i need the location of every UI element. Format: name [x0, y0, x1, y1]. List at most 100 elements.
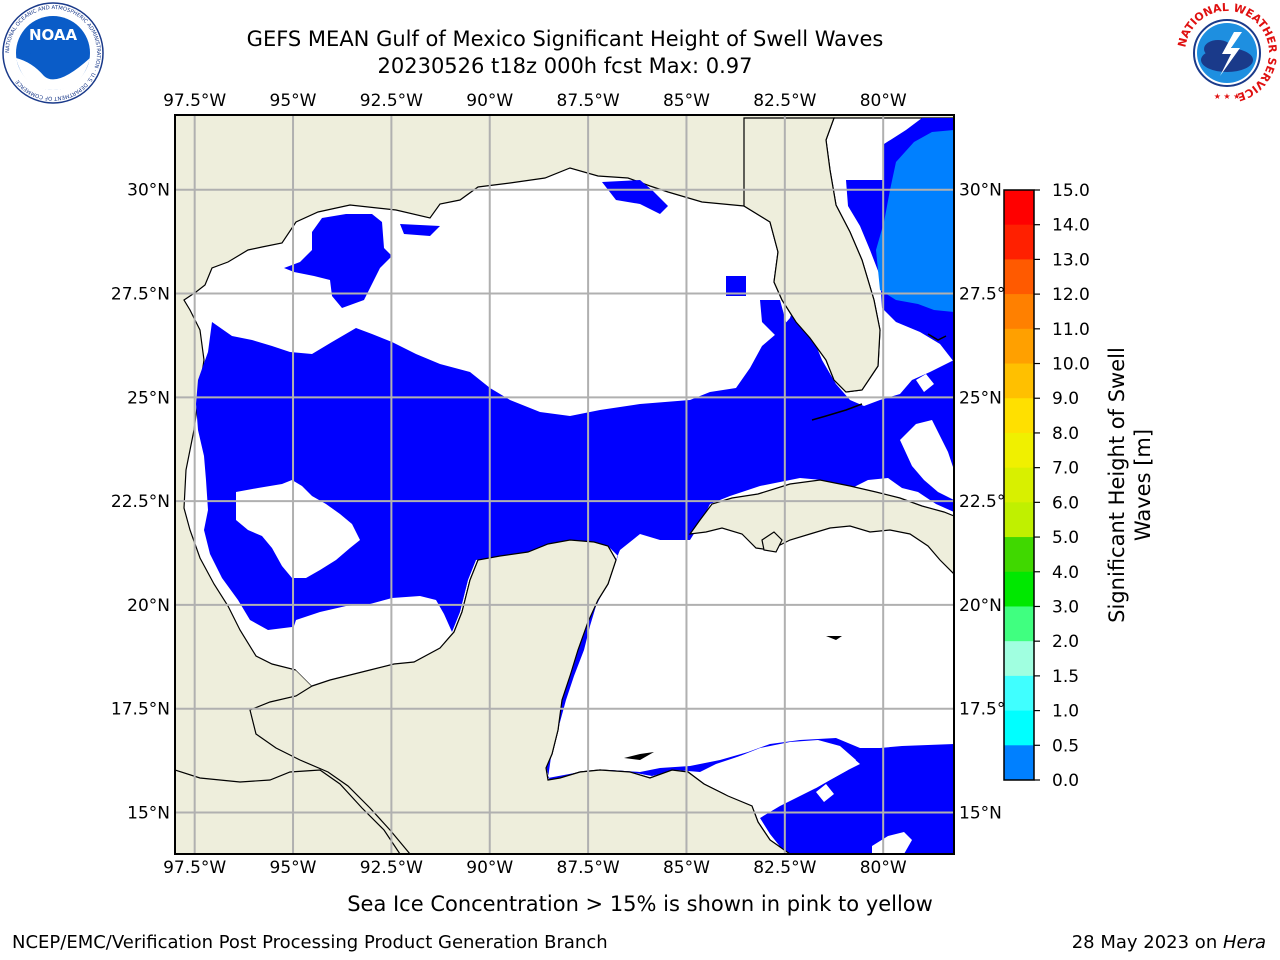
lon-label-top: 92.5°W [360, 91, 423, 111]
lon-label-top: 90°W [466, 91, 513, 111]
no-swell-pocket-west [236, 480, 360, 578]
lat-label-right: 30°N [959, 181, 1002, 201]
lat-label-left: 22.5°N [111, 492, 170, 512]
colorbar-segment [1004, 641, 1034, 677]
chart-title: GEFS MEAN Gulf of Mexico Significant Hei… [246, 27, 884, 51]
no-swell-pocket-yucatan-north [286, 596, 452, 686]
lon-label-top: 95°W [270, 91, 317, 111]
colorbar-tick-label: 0.0 [1052, 771, 1079, 791]
colorbar-segment [1004, 190, 1034, 226]
lat-label-right: 15°N [959, 803, 1002, 823]
colorbar-tick-label: 14.0 [1052, 216, 1090, 236]
sea-ice-caption: Sea Ice Concentration > 15% is shown in … [347, 892, 933, 916]
lon-label-top: 80°W [860, 91, 907, 111]
lon-label-bottom: 92.5°W [360, 858, 423, 878]
lat-label-right: 20°N [959, 596, 1002, 616]
isla-de-la-juventud [761, 531, 783, 553]
map-frame [174, 114, 955, 855]
noaa-logo: NATIONAL OCEANIC AND ATMOSPHERIC ADMINIS… [2, 2, 104, 104]
colorbar-tick-label: 6.0 [1052, 493, 1079, 513]
lat-label-left: 17.5°N [111, 700, 170, 720]
colorbar-segment [1004, 537, 1034, 573]
longitude-labels-bottom: 97.5°W 95°W 92.5°W 90°W 87.5°W 85°W 82.5°W 80°W [163, 858, 907, 878]
yucatan-peninsula [175, 539, 792, 854]
colorbar-tick-label: 15.0 [1052, 181, 1090, 201]
colorbar-segment [1004, 710, 1034, 746]
no-swell-pocket-east [900, 420, 954, 500]
colorbar-tick-label: 0.5 [1052, 736, 1079, 756]
colorbar-tick-label: 1.5 [1052, 667, 1079, 687]
swell-patch-florida-panhandle [602, 180, 668, 214]
colorbar-segment [1004, 328, 1034, 365]
colorbar-tick-label: 5.0 [1052, 528, 1079, 548]
colorbar-segment [1004, 745, 1034, 781]
colorbar-tick-label: 11.0 [1052, 320, 1090, 340]
lon-label-bottom: 87.5°W [557, 858, 620, 878]
bahamas [927, 333, 947, 341]
footer-machine: Hera [1222, 932, 1266, 953]
lon-label-bottom: 80°W [860, 858, 907, 878]
map-gridlines [175, 115, 954, 854]
bay-islands [624, 752, 654, 760]
no-swell-pocket-keys [916, 374, 934, 392]
colorbar-segment [1004, 294, 1034, 330]
swell-0-0.5m-gulf-region [196, 300, 954, 854]
colorbar-segment [1004, 432, 1034, 469]
colorbar-tick-label: 9.0 [1052, 389, 1079, 409]
no-swell-pocket-caribbean-south [710, 740, 856, 818]
lon-label-bottom: 82.5°W [753, 858, 816, 878]
swell-patch-tampa [726, 276, 746, 296]
colorbar-label-line2: Waves [m] [1131, 429, 1155, 541]
lon-label-bottom: 95°W [270, 858, 317, 878]
no-swell-pocket-small [816, 784, 834, 802]
noaa-logo-text: NOAA [29, 26, 78, 44]
footer-branch: NCEP/EMC/Verification Post Processing Pr… [12, 932, 608, 953]
colorbar-segment [1004, 398, 1034, 434]
lat-label-left: 20°N [127, 596, 170, 616]
lon-label-bottom: 90°W [466, 858, 513, 878]
chart-subtitle: 20230526 t18z 000h fcst Max: 0.97 [377, 54, 753, 78]
lon-label-top: 82.5°W [753, 91, 816, 111]
latitude-labels-left: 30°N 27.5°N 25°N 22.5°N 20°N 17.5°N 15°N [111, 181, 170, 824]
colorbar-tick-label: 13.0 [1052, 250, 1090, 270]
nws-stars: ★ ★ ★ [1214, 92, 1241, 101]
colorbar-segment [1004, 606, 1034, 642]
no-swell-pocket-east-edge [946, 670, 954, 690]
footer-date: 28 May 2023 on Hera [1072, 932, 1266, 953]
swell-patch-texas-shelf [284, 214, 392, 308]
colorbar-tick-label: 1.0 [1052, 702, 1079, 722]
colorbar-tick-label: 10.0 [1052, 355, 1090, 375]
colorbar-tick-label: 4.0 [1052, 563, 1079, 583]
lat-label-left: 15°N [127, 803, 170, 823]
lon-label-top: 97.5°W [163, 91, 226, 111]
lon-label-bottom: 97.5°W [163, 858, 226, 878]
lat-label-left: 27.5°N [111, 285, 170, 305]
colorbar-tick-label: 8.0 [1052, 424, 1079, 444]
footer-date-text: 28 May 2023 on [1071, 932, 1223, 953]
florida-keys [811, 403, 863, 421]
lon-label-bottom: 85°W [663, 858, 710, 878]
jamaica [826, 636, 842, 640]
colorbar: 15.0 14.0 13.0 12.0 11.0 10.0 9.0 8.0 7.0 6.0 5.0 4… [1003, 181, 1090, 791]
colorbar-segment [1004, 259, 1034, 295]
colorbar-frame [1003, 189, 1035, 781]
lon-label-top: 87.5°W [557, 91, 620, 111]
lat-label-left: 30°N [127, 181, 170, 201]
swell-patch-mississippi [400, 224, 440, 236]
lat-label-left: 25°N [127, 388, 170, 408]
colorbar-segment [1004, 675, 1034, 712]
florida-peninsula [743, 117, 881, 393]
colorbar-tick-label: 7.0 [1052, 459, 1079, 479]
swell-0.5-1m-atlantic [876, 130, 954, 312]
colorbar-segment [1004, 502, 1034, 538]
colorbar-segment [1004, 224, 1034, 260]
no-swell-pocket-honduras [872, 832, 912, 854]
colorbar-segment [1004, 467, 1034, 503]
colorbar-tick-label: 3.0 [1052, 597, 1079, 617]
colorbar-tick-label: 12.0 [1052, 285, 1090, 305]
colorbar-tick-label: 2.0 [1052, 632, 1079, 652]
colorbar-segment [1004, 363, 1034, 399]
lon-label-top: 85°W [663, 91, 710, 111]
longitude-labels-top: 97.5°W 95°W 92.5°W 90°W 87.5°W 85°W 82.5°W 80°W [163, 91, 907, 111]
